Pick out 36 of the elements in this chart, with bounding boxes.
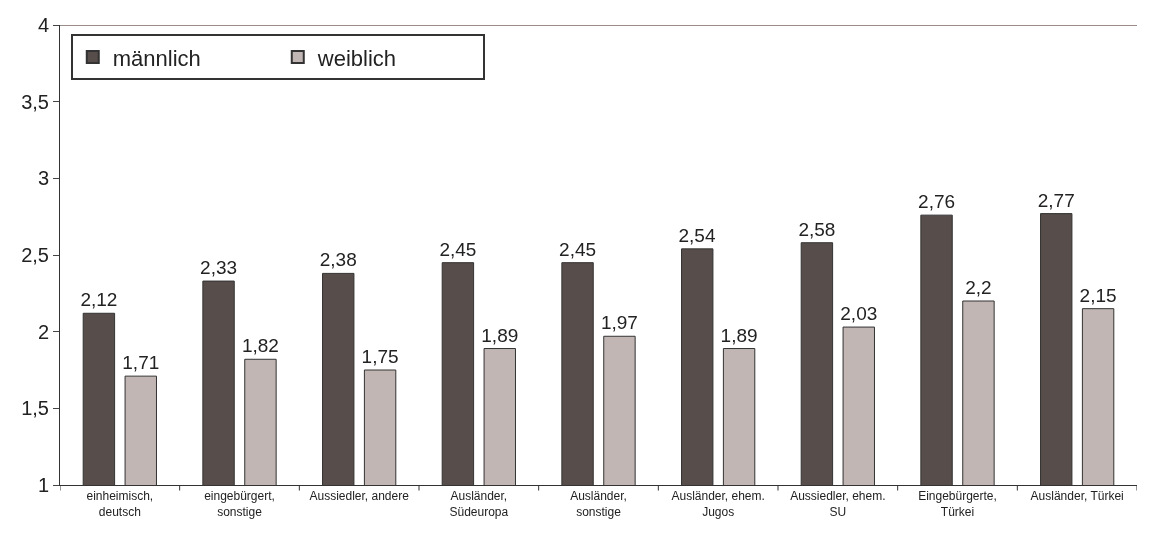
data-label: 2,03 xyxy=(840,303,878,325)
data-label: 2,2 xyxy=(965,277,992,298)
data-label: 2,38 xyxy=(319,249,357,271)
x-tick-label: Ausländer, sonstige xyxy=(570,489,627,519)
y-tick-label: 2,5 xyxy=(21,244,49,266)
x-tick-label: eingebürgert, sonstige xyxy=(204,489,275,519)
data-label: 1,82 xyxy=(241,335,279,357)
data-label: 2,77 xyxy=(1037,189,1075,211)
x-tick-label: Ausländer, ehem. Jugos xyxy=(671,489,765,519)
y-tick-label: 2 xyxy=(37,320,49,343)
data-label: 1,97 xyxy=(600,312,638,334)
data-label: 1,75 xyxy=(361,346,399,367)
x-tick-label: Aussiedler, andere xyxy=(309,489,410,504)
data-label: 2,58 xyxy=(798,218,836,240)
x-tick-label: Ausländer, Türkei xyxy=(1030,489,1124,504)
x-tick-label: einheimisch, deutsch xyxy=(86,489,154,519)
y-tick-label: 3,5 xyxy=(21,90,49,113)
data-label: 1,89 xyxy=(720,324,758,346)
data-label: 2,76 xyxy=(918,191,956,213)
data-label: 2,45 xyxy=(559,238,597,260)
y-tick-label: 1,5 xyxy=(21,397,49,420)
legend-label: weiblich xyxy=(316,45,397,71)
y-tick-label: 3 xyxy=(37,167,49,190)
legend-label: männlich xyxy=(112,45,201,71)
data-label: 2,12 xyxy=(80,289,118,311)
data-label: 2,54 xyxy=(678,224,716,246)
data-label: 1,89 xyxy=(481,324,519,346)
x-tick-label: Eingebürgerte, Türkei xyxy=(918,489,997,519)
data-label: 2,45 xyxy=(439,238,477,260)
x-tick-label: Aussiedler, ehem. SU xyxy=(790,489,886,519)
data-label: 2,33 xyxy=(200,257,238,279)
y-tick-label: 1 xyxy=(37,474,49,496)
data-label: 2,15 xyxy=(1079,284,1117,306)
data-label: 1,71 xyxy=(122,352,160,374)
x-tick-label: Ausländer, Südeuropa xyxy=(449,489,509,519)
y-tick-label: 4 xyxy=(37,14,49,36)
